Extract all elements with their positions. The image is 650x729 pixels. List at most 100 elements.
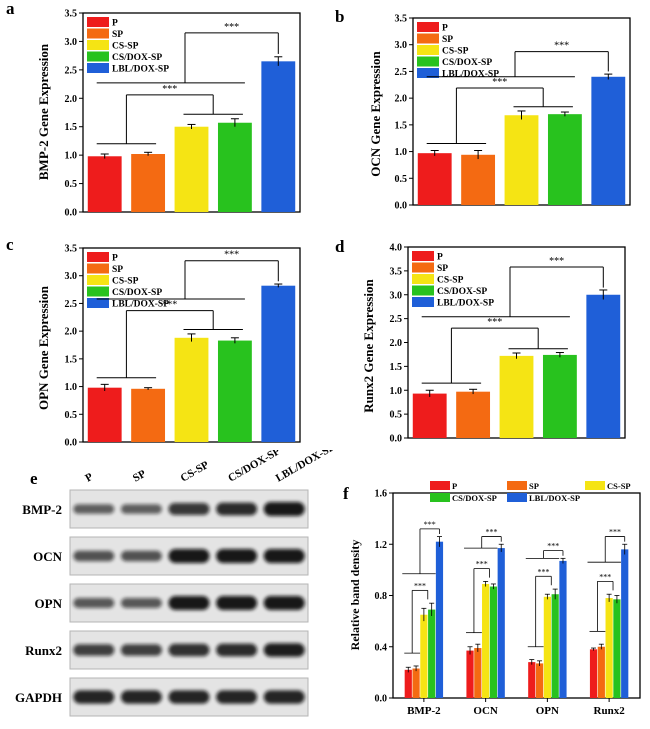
bar-f-3-2 (605, 598, 613, 698)
bar-d-0 (412, 393, 447, 438)
legend-label-d: SP (437, 264, 448, 274)
bar-f-1-1 (474, 648, 482, 698)
y-axis-label-b: OCN Gene Expression (368, 51, 383, 177)
y-tick-label-a: 0.5 (65, 179, 78, 190)
y-tick-label-c: 3.0 (65, 271, 78, 282)
legend-label-a: SP (112, 30, 123, 40)
y-tick-label-b: 3.5 (395, 14, 408, 25)
bar-d-2 (499, 355, 534, 438)
legend-swatch-d (412, 297, 434, 307)
legend-swatch-a (87, 17, 109, 27)
blot-band (120, 504, 162, 514)
legend-label-b: LBL/DOX-SP (442, 70, 499, 80)
bar-f-1-0 (466, 650, 474, 698)
panel-letter-b: b (335, 7, 344, 26)
sig-star-f: *** (414, 581, 426, 590)
legend-label-b: CS-SP (442, 47, 469, 57)
bar-d-1 (456, 391, 491, 438)
bar-f-3-4 (621, 549, 629, 698)
blot-band (168, 690, 210, 704)
y-tick-label-c: 1.0 (65, 382, 78, 393)
x-tick-label-f: OCN (473, 705, 498, 717)
legend-swatch-a (87, 63, 109, 73)
legend-swatch-f (507, 481, 527, 490)
sig-star-c: *** (162, 300, 177, 311)
plot-area-d: 0.0 0.5 1.0 1.5 2.0 2.5 3.0 3.5 4.0 PSP CS-SPCS/DO… (390, 243, 626, 445)
legend-label-f: CS-SP (607, 481, 631, 491)
sig-star-f: *** (476, 560, 488, 569)
bar-d-4 (586, 294, 621, 438)
legend-swatch-f (430, 493, 450, 502)
bar-f-0-3 (428, 609, 436, 698)
y-tick-label-d: 0.0 (390, 434, 403, 445)
blot-band (120, 644, 162, 656)
legend-swatch-c (87, 252, 109, 262)
chart-panel-c: c OPN Gene Expression 0.0 0.5 1.0 1.5 2.0 2.5… (6, 235, 301, 449)
y-tick-label-f: 1.2 (375, 540, 388, 551)
legend-label-b: SP (442, 35, 453, 45)
blot-band (168, 549, 210, 563)
legend-swatch-b (417, 22, 439, 32)
legend-swatch-b (417, 68, 439, 78)
blot-band (120, 550, 162, 562)
blot-band (168, 643, 210, 657)
bar-f-0-4 (435, 541, 444, 698)
legend-swatch-b (417, 33, 439, 44)
x-tick-label-f: Runx2 (594, 705, 626, 717)
bar-c-4 (261, 285, 296, 442)
y-tick-label-a: 1.0 (65, 151, 78, 162)
blot-row-label: Runx2 (25, 643, 62, 658)
legend-swatch-f (585, 481, 605, 490)
y-tick-label-d: 2.5 (390, 314, 403, 325)
legend-label-f: SP (529, 481, 539, 491)
legend-swatch-f (430, 481, 450, 490)
blot-band (73, 550, 115, 562)
y-tick-label-a: 3.0 (65, 37, 78, 48)
y-tick-label-b: 1.5 (395, 120, 408, 131)
y-tick-label-b: 3.0 (395, 40, 408, 51)
bar-a-1 (131, 154, 166, 212)
blot-lane-label: CS/DOX-SP (226, 450, 283, 485)
plot-area-b: 0.0 0.5 1.0 1.5 2.0 2.5 3.0 3.5 PSP CS-SPCS/DOX-S… (395, 14, 631, 212)
y-tick-label-f: 0.0 (375, 694, 388, 705)
y-tick-label-a: 2.5 (65, 65, 78, 76)
bar-b-2 (504, 115, 539, 205)
legend-label-a: CS/DOX-SP (112, 53, 162, 63)
blot-lane-label: CS-SP (179, 459, 212, 485)
sig-star-f: *** (537, 567, 549, 576)
sig-star-d: *** (549, 256, 564, 267)
y-tick-label-a: 2.0 (65, 94, 78, 105)
legend-label-a: LBL/DOX-SP (112, 65, 169, 75)
panel-letter-a: a (6, 0, 15, 18)
bar-d-3 (542, 354, 577, 438)
blot-band (73, 690, 115, 704)
legend-label-b: CS/DOX-SP (442, 58, 492, 68)
y-tick-label-c: 2.0 (65, 327, 78, 338)
y-tick-label-c: 0.5 (65, 410, 78, 421)
bar-f-2-1 (535, 663, 544, 698)
legend-label-c: LBL/DOX-SP (112, 300, 169, 310)
blot-band (120, 690, 162, 704)
bar-a-3 (217, 122, 252, 212)
blot-band (73, 598, 115, 608)
plot-area-c: 0.0 0.5 1.0 1.5 2.0 2.5 3.0 3.5 PSP CS-SPCS/DOX-S… (65, 244, 301, 449)
bar-b-3 (547, 114, 582, 205)
blot-band (263, 549, 305, 563)
sig-star-a: *** (224, 22, 239, 33)
y-tick-label-d: 2.0 (390, 338, 403, 349)
legend-swatch-a (87, 51, 109, 62)
legend-label-c: SP (112, 265, 123, 275)
legend-label-c: CS/DOX-SP (112, 288, 162, 298)
blot-row-label: BMP-2 (22, 502, 62, 517)
y-tick-label-d: 1.0 (390, 386, 403, 397)
bar-c-2 (174, 337, 209, 442)
y-tick-label-b: 1.0 (395, 147, 408, 158)
plot-area-a: 0.0 0.5 1.0 1.5 2.0 2.5 3.0 3.5 PSP CS-SPCS/DOX-S… (65, 9, 301, 219)
y-tick-label-d: 4.0 (390, 243, 403, 254)
bar-a-4 (261, 61, 296, 213)
y-tick-label-c: 1.5 (65, 354, 78, 365)
sig-star-f: *** (609, 528, 621, 537)
y-tick-label-a: 3.5 (65, 9, 78, 20)
legend-swatch-d (412, 262, 434, 273)
